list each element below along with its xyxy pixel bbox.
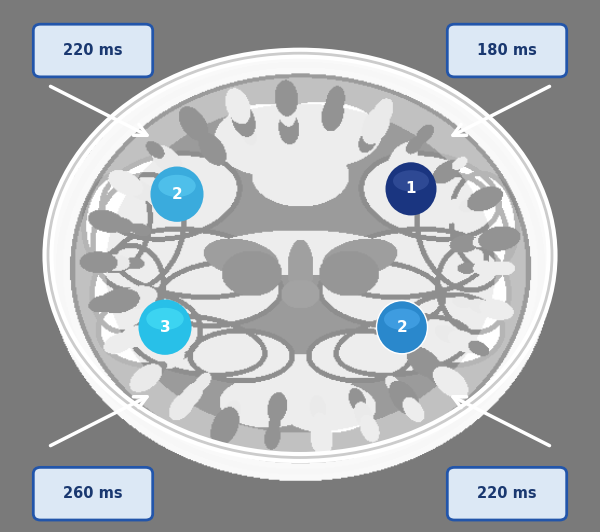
Text: 180 ms: 180 ms — [477, 43, 537, 58]
Ellipse shape — [393, 170, 429, 192]
Text: 2: 2 — [397, 320, 407, 335]
Ellipse shape — [151, 167, 203, 222]
Text: 220 ms: 220 ms — [477, 486, 537, 501]
Ellipse shape — [158, 175, 196, 197]
Ellipse shape — [377, 301, 427, 354]
FancyBboxPatch shape — [34, 24, 152, 77]
Ellipse shape — [386, 162, 437, 215]
FancyBboxPatch shape — [447, 468, 566, 520]
FancyBboxPatch shape — [34, 468, 152, 520]
Text: 2: 2 — [172, 187, 182, 202]
FancyBboxPatch shape — [447, 24, 566, 77]
Text: 1: 1 — [406, 181, 416, 196]
Text: 220 ms: 220 ms — [63, 43, 123, 58]
Text: 3: 3 — [160, 320, 170, 335]
Text: 260 ms: 260 ms — [63, 486, 123, 501]
Ellipse shape — [139, 300, 191, 355]
Ellipse shape — [384, 309, 420, 330]
Ellipse shape — [146, 308, 184, 330]
